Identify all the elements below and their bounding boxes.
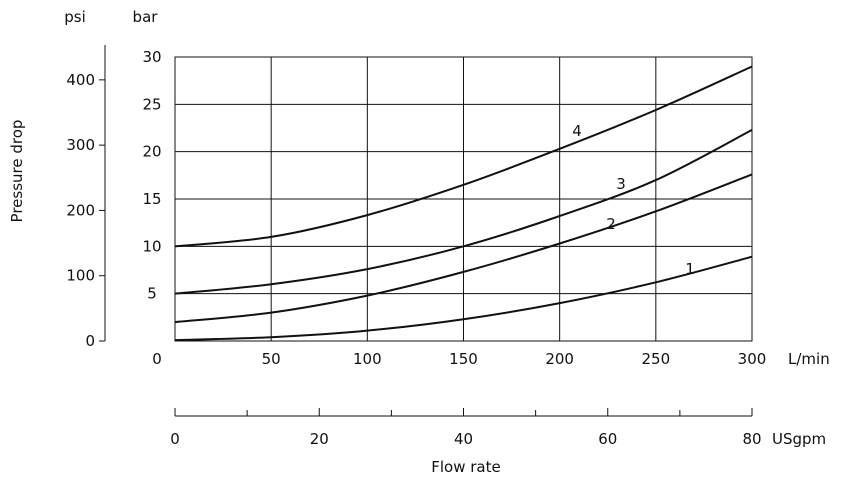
psi-tick-label: 100 bbox=[66, 267, 95, 285]
lmin-tick-label: 250 bbox=[642, 350, 671, 368]
bar-tick-label: 20 bbox=[142, 143, 161, 161]
psi-tick-label: 200 bbox=[66, 201, 95, 219]
psi-tick-label: 0 bbox=[85, 332, 95, 350]
curve-label-2: 2 bbox=[606, 215, 616, 233]
lmin-tick-label: 100 bbox=[353, 350, 382, 368]
bar-tick-label: 10 bbox=[142, 237, 161, 255]
lmin-tick-label: 0 bbox=[152, 350, 162, 368]
psi-unit-label: psi bbox=[64, 8, 86, 26]
curve-label-4: 4 bbox=[572, 122, 582, 140]
usgpm-axis: 0 20 40 60 80 bbox=[170, 408, 762, 448]
psi-tick-label: 400 bbox=[66, 71, 95, 89]
lmin-axis: 0 50 100 150 200 250 300 bbox=[152, 350, 766, 368]
bar-tick-label: 15 bbox=[142, 190, 161, 208]
usgpm-tick-label: 80 bbox=[742, 430, 761, 448]
usgpm-tick-label: 20 bbox=[310, 430, 329, 448]
series-curves: 1 2 3 4 bbox=[174, 65, 753, 342]
bar-tick-label: 25 bbox=[142, 95, 161, 113]
lmin-tick-label: 300 bbox=[738, 350, 767, 368]
bar-axis: 5 10 15 20 25 30 bbox=[142, 48, 161, 303]
y-axis-title: Pressure drop bbox=[8, 120, 26, 223]
curve-4 bbox=[174, 65, 753, 248]
curve-3 bbox=[174, 129, 753, 295]
lmin-tick-label: 200 bbox=[545, 350, 574, 368]
psi-axis: 0 100 200 300 400 bbox=[66, 45, 106, 350]
curve-1 bbox=[174, 255, 753, 342]
curve-2 bbox=[174, 173, 753, 324]
usgpm-tick-label: 60 bbox=[598, 430, 617, 448]
bar-tick-label: 5 bbox=[147, 285, 157, 303]
usgpm-unit-label: USgpm bbox=[772, 430, 826, 448]
usgpm-tick-label: 40 bbox=[454, 430, 473, 448]
lmin-tick-label: 50 bbox=[262, 350, 281, 368]
lmin-unit-label: L/min bbox=[788, 350, 830, 368]
psi-tick-label: 300 bbox=[66, 136, 95, 154]
plot-frame bbox=[174, 56, 753, 342]
curve-label-3: 3 bbox=[616, 175, 626, 193]
bar-tick-label: 30 bbox=[142, 48, 161, 66]
lmin-tick-label: 150 bbox=[449, 350, 478, 368]
usgpm-tick-label: 0 bbox=[170, 430, 180, 448]
bar-unit-label: bar bbox=[133, 8, 159, 26]
curve-label-1: 1 bbox=[685, 260, 695, 278]
x-axis-title: Flow rate bbox=[431, 458, 500, 476]
